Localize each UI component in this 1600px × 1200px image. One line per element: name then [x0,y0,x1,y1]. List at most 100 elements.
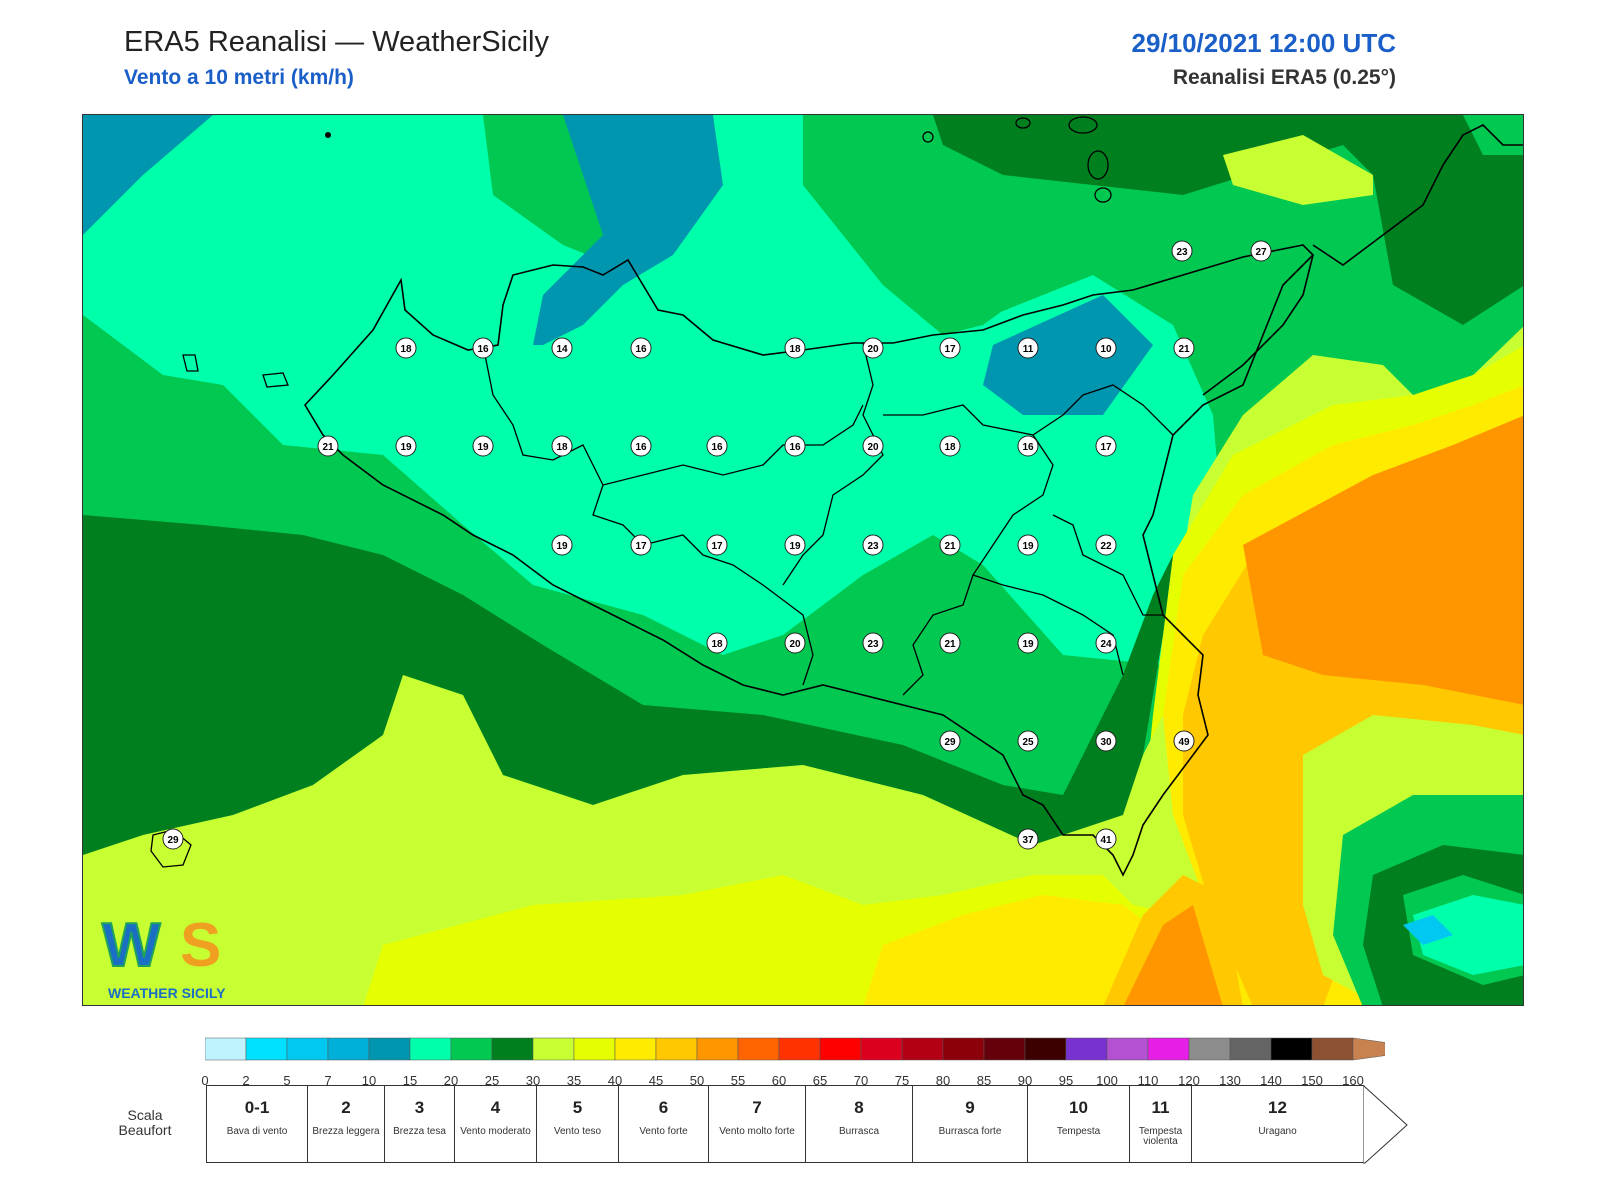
field-teal-east [983,295,1153,415]
svg-text:17: 17 [635,541,647,552]
colorbar-extend-arrow [1352,1037,1434,1061]
colorbar-tick-label: 65 [812,1073,828,1088]
colorbar-svg [204,1037,1434,1061]
beaufort-level: 12 Uragano [1192,1085,1364,1163]
station-value: 17 [939,337,961,359]
station-value: 17 [1095,435,1117,457]
station-value: 20 [784,632,806,654]
svg-text:19: 19 [1022,639,1034,650]
svg-text:18: 18 [711,639,723,650]
station-value: 16 [1017,435,1039,457]
beaufort-level: 5 Vento teso [537,1085,619,1163]
colorbar-tick-label: 95 [1058,1073,1074,1088]
colorbar-swatch [1270,1037,1313,1061]
station-value: 19 [784,534,806,556]
beaufort-description: Burrasca [838,1126,879,1137]
colorbar-tick-label: 30 [525,1073,541,1088]
wind-field-svg: 23 27 18 16 14 16 18 20 17 11 10 21 21 19 19 18 16 16 16 20… [83,115,1523,1005]
beaufort-level: 7 Vento molto forte [709,1085,806,1163]
colorbar-tick-label: 55 [730,1073,746,1088]
station-value: 29 [162,828,184,850]
station-value: 19 [472,435,494,457]
beaufort-number: 11 [1151,1098,1170,1117]
field-teal-north [533,115,723,345]
colorbar-swatch [1188,1037,1231,1061]
colorbar-labels: 0 2 5 7 10 15 20 25 30 35 40 45 50 55 60 65 70 75 80 85 90 95… [201,1069,1385,1088]
svg-text:22: 22 [1100,541,1112,552]
svg-text:25: 25 [1022,737,1034,748]
map-source: Reanalisi ERA5 (0.25°) [1172,66,1396,89]
svg-text:49: 49 [1178,737,1190,748]
station-value: 16 [630,435,652,457]
svg-text:18: 18 [789,344,801,355]
beaufort-description: Vento teso [553,1126,602,1137]
station-value: 30 [1095,730,1117,752]
colorbar-swatch [450,1037,493,1061]
svg-text:17: 17 [944,344,956,355]
svg-text:21: 21 [322,442,334,453]
colorbar-swatch [1024,1037,1067,1061]
colorbar-swatch [327,1037,370,1061]
station-value: 20 [862,435,884,457]
beaufort-caption: Scala Beaufort [118,1107,172,1138]
map-title: ERA5 Reanalisi — WeatherSicily [124,26,549,58]
field-mint [83,115,1223,665]
station-values: 23 27 18 16 14 16 18 20 17 11 10 21 21 19 19 18 16 16 16 20… [162,240,1272,850]
field-orange [1243,415,1523,705]
station-value: 23 [862,534,884,556]
svg-text:23: 23 [867,541,879,552]
colorbar-tick-label: 100 [1096,1073,1118,1088]
station-value: 25 [1017,730,1039,752]
colorbar-swatch [286,1037,329,1061]
station-value: 18 [939,435,961,457]
station-value: 16 [472,337,494,359]
svg-text:16: 16 [711,442,723,453]
station-value: 20 [862,337,884,359]
beaufort-number: 10 [1069,1098,1088,1117]
station-value: 19 [1017,534,1039,556]
svg-text:23: 23 [1176,247,1188,258]
station-value: 23 [862,632,884,654]
colorbar-swatch [491,1037,534,1061]
colorbar-tick-label: 2 [242,1073,250,1088]
colorbar-swatch [983,1037,1026,1061]
beaufort-number: 8 [854,1098,864,1117]
svg-text:27: 27 [1255,247,1267,258]
svg-text:19: 19 [556,541,568,552]
svg-text:30: 30 [1100,737,1112,748]
station-value: 27 [1250,240,1272,262]
svg-text:23: 23 [867,639,879,650]
colorbar-swatch [655,1037,698,1061]
field-yellowgreen-ne [1223,135,1373,205]
beaufort-level: 2 Brezza leggera [308,1085,385,1163]
svg-text:19: 19 [477,442,489,453]
colorbar-swatch [532,1037,575,1061]
beaufort-description: Brezza tesa [393,1126,446,1137]
svg-text:16: 16 [635,344,647,355]
beaufort-number: 0-1 [244,1098,270,1117]
colorbar-tick-label: 45 [648,1073,664,1088]
beaufort-level: 10 Tempesta [1028,1085,1130,1163]
colorbar-swatch [1229,1037,1272,1061]
beaufort-description: Tempesta [1056,1126,1101,1137]
svg-text:20: 20 [867,442,879,453]
border-1 [482,344,814,686]
colorbar-tick-label: 10 [361,1073,377,1088]
colorbar-swatch [1065,1037,1108,1061]
svg-text:21: 21 [1178,344,1190,355]
beaufort-arrow [1363,1085,1408,1164]
station-value: 18 [395,337,417,359]
station-value: 18 [551,435,573,457]
svg-text:17: 17 [1100,442,1112,453]
svg-text:20: 20 [867,344,879,355]
colorbar-tick-label: 60 [771,1073,787,1088]
station-value: 37 [1017,828,1039,850]
field-dkgreen-ne [933,115,1523,325]
station-value: 22 [1095,534,1117,556]
beaufort-number: 5 [572,1098,583,1117]
colorbar-tick-label: 0 [201,1073,209,1088]
field-dkgreen-south [83,515,1173,855]
colorbar-tick-label: 80 [935,1073,951,1088]
colorbar-tick-label: 90 [1017,1073,1033,1088]
station-value: 11 [1017,337,1039,359]
